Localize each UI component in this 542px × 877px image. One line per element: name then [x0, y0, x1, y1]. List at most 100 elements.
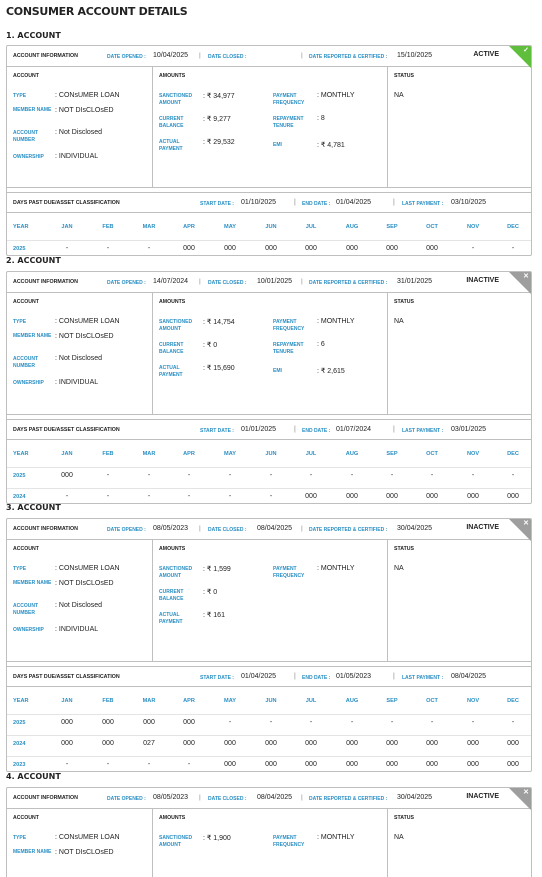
- dpd-cell: -: [187, 472, 191, 479]
- account-info-header: ACCOUNT INFORMATION DATE OPENED : 08/05/20…: [7, 788, 531, 809]
- dpd-cell: 000: [224, 740, 236, 747]
- month-header: DEC: [507, 224, 519, 230]
- month-header: OCT: [426, 451, 438, 457]
- divider: |: [301, 794, 303, 801]
- dpd-grid: YEAR JAN FEB MAR APR MAY JUN JUL AUG SEP OCT NOV DEC…: [7, 214, 531, 255]
- emi-value: : ₹ 2,615: [317, 368, 345, 375]
- dpd-cell: 000: [426, 761, 438, 768]
- close-icon: ✕: [523, 273, 529, 280]
- dpd-cell: 000: [61, 740, 73, 747]
- dpd-cell: 000: [346, 493, 358, 500]
- dpd-cell: -: [65, 761, 69, 768]
- dpd-cell: 000: [305, 245, 317, 252]
- status-badge: INACTIVE: [466, 793, 499, 800]
- month-header: APR: [183, 451, 195, 457]
- account-section-title: ACCOUNT: [13, 73, 39, 79]
- account-heading: 1. ACCOUNT: [6, 31, 61, 40]
- dpd-title: DAYS PAST DUE/ASSET CLASSIFICATION: [13, 200, 120, 206]
- divider: [387, 67, 388, 187]
- dpd-cell: -: [106, 761, 110, 768]
- month-header: NOV: [466, 451, 480, 457]
- ownership-value: : INDIVIDUAL: [55, 379, 99, 386]
- member-name-label: MEMBER NAME: [13, 580, 52, 586]
- member-name-value: : NOT DIsCLOsED: [55, 849, 114, 856]
- start-date-value: 01/01/2025: [241, 426, 277, 433]
- date-closed-value: 08/04/2025: [257, 794, 293, 801]
- current-balance-value: : ₹ 0: [203, 589, 218, 596]
- dpd-cell: 000: [386, 245, 398, 252]
- month-header: JUN: [265, 451, 277, 457]
- row-divider: [7, 714, 531, 715]
- month-header: JUN: [265, 698, 277, 704]
- sanctioned-amount-value: : ₹ 1,599: [203, 566, 231, 573]
- date-opened-label: DATE OPENED :: [107, 795, 146, 802]
- month-header: APR: [183, 224, 195, 230]
- close-icon: ✕: [523, 520, 529, 527]
- month-header: FEB: [102, 451, 114, 457]
- month-header: APR: [183, 698, 195, 704]
- end-date-label: END DATE :: [302, 427, 331, 434]
- status-corner: [509, 519, 531, 541]
- account-heading: 2. ACCOUNT: [6, 256, 61, 265]
- dpd-cell: 000: [265, 245, 277, 252]
- year-header: YEAR: [13, 698, 29, 704]
- date-opened-value: 08/05/2023: [153, 794, 189, 801]
- divider: [152, 293, 153, 414]
- emi-label: EMI: [273, 368, 282, 374]
- month-header: NOV: [466, 698, 480, 704]
- row-divider: [7, 756, 531, 757]
- month-header: MAY: [224, 451, 236, 457]
- divider: [152, 540, 153, 661]
- date-opened-value: 10/04/2025: [153, 52, 189, 59]
- divider: |: [199, 525, 201, 532]
- type-value: : CONsUMER LOAN: [55, 318, 120, 325]
- dpd-cell: 000: [183, 719, 195, 726]
- account-number-value: : Not Disclosed: [55, 129, 103, 136]
- date-closed-label: DATE CLOSED :: [208, 279, 247, 286]
- date-reported-label: DATE REPORTED & CERTIFIED :: [309, 53, 388, 60]
- dpd-cell: 000: [426, 245, 438, 252]
- dpd-cell: -: [511, 245, 515, 252]
- actual-payment-value: : ₹ 161: [203, 612, 225, 619]
- dpd-cell: -: [228, 472, 232, 479]
- dpd-cell: 000: [346, 761, 358, 768]
- account-info-block: ACCOUNT AMOUNTS STATUS TYPE: CONsUMER LOAN M…: [7, 67, 531, 188]
- dpd-cell: 000: [305, 740, 317, 747]
- current-balance-value: : ₹ 0: [203, 342, 218, 349]
- dpd-cell: 000: [467, 493, 479, 500]
- date-closed-label: DATE CLOSED :: [208, 53, 247, 60]
- row-divider: [7, 735, 531, 736]
- amounts-section-title: AMOUNTS: [159, 299, 186, 305]
- account-card: ACCOUNT INFORMATION DATE OPENED : 08/05/20…: [6, 787, 532, 877]
- date-reported-label: DATE REPORTED & CERTIFIED :: [309, 526, 388, 533]
- date-closed-label: DATE CLOSED :: [208, 526, 247, 533]
- month-header: JUL: [305, 451, 317, 457]
- dpd-cell: -: [147, 493, 151, 500]
- dpd-cell: -: [350, 472, 354, 479]
- dpd-cell: -: [65, 493, 69, 500]
- dpd-cell: 000: [224, 761, 236, 768]
- dpd-year: 2025: [13, 720, 26, 726]
- account-number-label: ACCOUNT NUMBER: [13, 356, 38, 369]
- account-info-label: ACCOUNT INFORMATION: [13, 526, 78, 532]
- dpd-cell: 000: [143, 719, 155, 726]
- close-icon: ✕: [523, 789, 529, 796]
- account-section-title: ACCOUNT: [13, 546, 39, 552]
- month-header: JUN: [265, 224, 277, 230]
- status-badge: INACTIVE: [466, 524, 499, 531]
- dpd-title: DAYS PAST DUE/ASSET CLASSIFICATION: [13, 674, 120, 680]
- dpd-cell: -: [430, 719, 434, 726]
- date-reported-value: 30/04/2025: [397, 525, 433, 532]
- status-section-title: STATUS: [394, 815, 414, 821]
- year-header: YEAR: [13, 451, 29, 457]
- dpd-year: 2025: [13, 246, 26, 252]
- start-date-value: 01/10/2025: [241, 199, 277, 206]
- month-header: AUG: [345, 451, 359, 457]
- payment-frequency-value: : MONTHLY: [317, 834, 355, 841]
- month-header: DEC: [507, 451, 519, 457]
- month-header: MAR: [142, 224, 156, 230]
- divider: |: [301, 52, 303, 59]
- divider: [152, 809, 153, 877]
- month-header: SEP: [386, 224, 398, 230]
- dpd-cell: 000: [346, 245, 358, 252]
